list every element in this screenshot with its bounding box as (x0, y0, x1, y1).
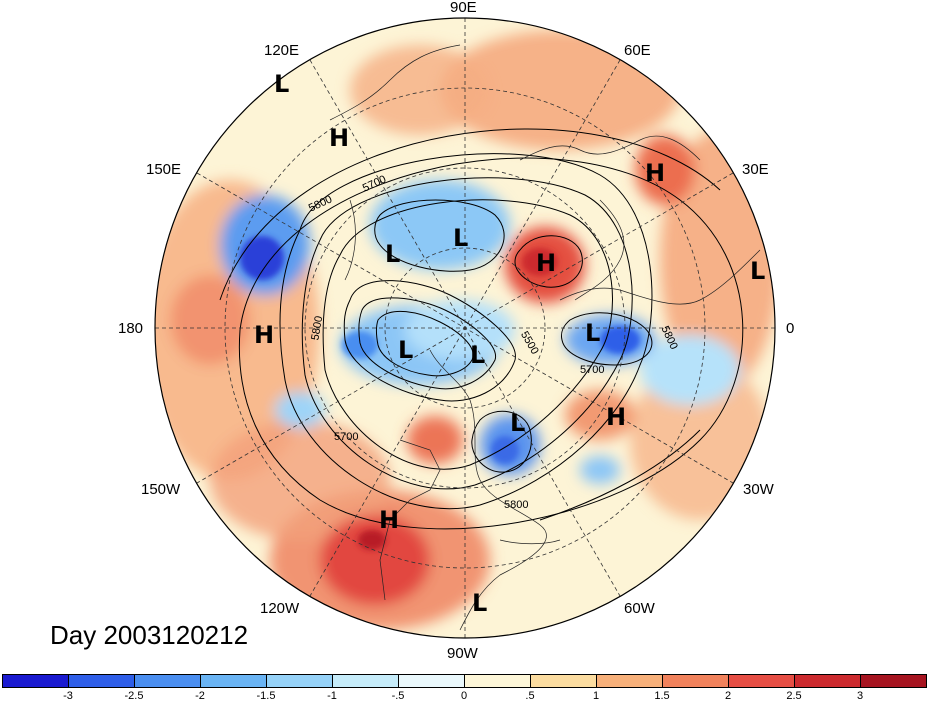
high-pressure-label: H (329, 124, 349, 152)
anomaly-field (155, 18, 775, 638)
colorbar-swatch (794, 674, 861, 688)
map-boundary (154, 17, 776, 639)
low-pressure-label: L (453, 224, 468, 252)
low-pressure-label: L (470, 341, 485, 369)
lon-label: 150W (141, 481, 181, 498)
colorbar-tick-label: 1.5 (654, 690, 670, 702)
contour-label: 5700 (334, 431, 358, 443)
colorbar-swatch (200, 674, 267, 688)
lon-label: 120E (264, 42, 299, 59)
polar-map: 90E 60E 30E 0 30W 60W 90W 120W 150W 180 … (118, 0, 794, 662)
low-pressure-label: L (385, 240, 400, 268)
high-pressure-label: H (254, 321, 274, 349)
colorbar-tick-label: 1 (592, 690, 600, 702)
colorbar-tick-label: -1 (327, 690, 337, 702)
colorbar-tick-label: 2 (724, 690, 732, 702)
pressure-systems: L H H L L H L H L L L L H L H L (254, 70, 765, 617)
lon-label: 30W (743, 481, 775, 498)
contour-label: 5700 (580, 364, 604, 376)
high-pressure-label: H (379, 506, 399, 534)
colorbar-tick-label: .5 (525, 690, 535, 702)
low-pressure-label: L (398, 336, 413, 364)
colorbar-swatch (662, 674, 729, 688)
lon-label: 90E (450, 0, 477, 16)
contour-label: 5800 (309, 315, 325, 341)
colorbar-tick-label: 3 (856, 690, 864, 702)
lon-label: 90W (447, 645, 479, 662)
lon-label: 60E (624, 42, 651, 59)
colorbar-swatch (530, 674, 597, 688)
colorbar-swatch (596, 674, 663, 688)
colorbar-tick-label: 0 (460, 690, 468, 702)
colorbar: -3 -2.5 -2 -1.5 -1 -.5 0 .5 1 1.5 2 2.5 3 (0, 674, 928, 702)
colorbar-tick-label: -2 (195, 690, 205, 702)
colorbar-tick-label: -2.5 (124, 690, 144, 702)
colorbar-tick-label: 2.5 (786, 690, 802, 702)
low-pressure-label: L (750, 257, 765, 285)
lon-label: 30E (742, 161, 769, 178)
low-pressure-label: L (585, 319, 600, 347)
lon-label: 180 (118, 320, 143, 337)
low-pressure-label: L (510, 409, 525, 437)
high-pressure-label: H (645, 159, 665, 187)
lon-label: 60W (624, 600, 656, 617)
contour-label: 5800 (504, 499, 528, 511)
colorbar-swatch (728, 674, 795, 688)
lon-label: 0 (786, 320, 794, 337)
height-contours (219, 128, 744, 530)
high-pressure-label: H (536, 249, 556, 277)
longitude-labels: 90E 60E 30E 0 30W 60W 90W 120W 150W 180 … (118, 0, 794, 662)
colorbar-tick-label: -3 (63, 690, 73, 702)
high-pressure-label: H (606, 403, 626, 431)
lon-label: 120W (260, 600, 300, 617)
lon-label: 150E (146, 161, 181, 178)
graticule (155, 18, 775, 638)
colorbar-swatch (398, 674, 465, 688)
low-pressure-label: L (472, 589, 487, 617)
colorbar-swatch (68, 674, 135, 688)
colorbar-swatch (266, 674, 333, 688)
low-pressure-label: L (274, 70, 289, 98)
colorbar-swatch (2, 674, 69, 688)
colorbar-swatch (134, 674, 201, 688)
colorbar-tick-label: -.5 (391, 690, 405, 702)
colorbar-swatch (332, 674, 399, 688)
colorbar-swatch (860, 674, 927, 688)
colorbar-tick-label: -1.5 (256, 690, 276, 702)
date-title: Day 2003120212 (50, 620, 249, 650)
coastlines (329, 44, 761, 631)
colorbar-swatch (464, 674, 531, 688)
